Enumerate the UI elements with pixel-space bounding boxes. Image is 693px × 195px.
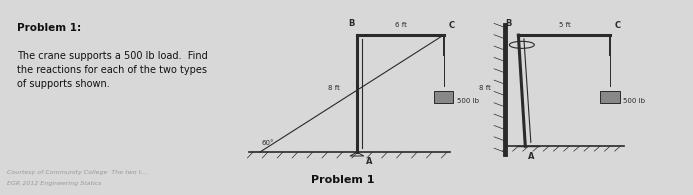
Text: Courtesy of Community College  The two t...: Courtesy of Community College The two t.…	[7, 170, 147, 175]
Text: C: C	[449, 21, 455, 30]
Bar	[434, 91, 453, 103]
Bar	[600, 91, 620, 103]
Text: B: B	[505, 19, 511, 28]
Text: Problem 1:: Problem 1:	[17, 23, 82, 33]
Text: The crane supports a 500 lb load.  Find
the reactions for each of the two types
: The crane supports a 500 lb load. Find t…	[17, 51, 208, 90]
Text: A: A	[366, 157, 372, 166]
Text: 500 lb: 500 lb	[457, 98, 479, 105]
Text: 8 ft: 8 ft	[479, 85, 491, 91]
Text: 6 ft: 6 ft	[394, 22, 407, 28]
Text: 60°: 60°	[262, 140, 274, 146]
Text: C: C	[615, 21, 621, 30]
Text: EGR 2012 Engineering Statics: EGR 2012 Engineering Statics	[7, 181, 101, 186]
Text: Problem 1: Problem 1	[311, 175, 375, 185]
Text: 5 ft: 5 ft	[559, 22, 570, 28]
Text: 500 lb: 500 lb	[623, 98, 645, 105]
Text: A: A	[528, 152, 534, 161]
Text: 8 ft: 8 ft	[328, 85, 340, 91]
Text: B: B	[349, 19, 355, 28]
